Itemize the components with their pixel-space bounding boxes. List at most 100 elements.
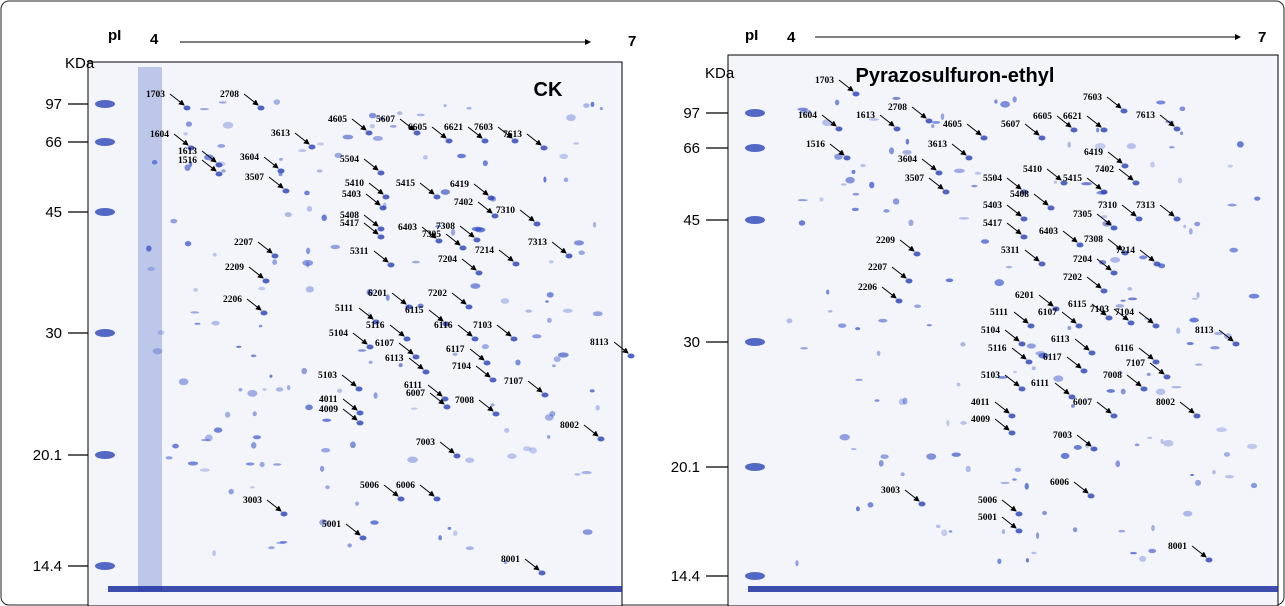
- protein-spot: [298, 149, 307, 153]
- spot-label: 2209: [876, 236, 895, 246]
- protein-spot: [1163, 439, 1174, 447]
- protein-spot: [553, 356, 561, 363]
- protein-spot: [466, 106, 472, 110]
- protein-spot: [1177, 177, 1183, 184]
- spot-arrow: [268, 176, 284, 189]
- protein-spot: [200, 438, 211, 442]
- protein-spot: [286, 385, 291, 391]
- protein-spot: [855, 378, 863, 381]
- spot-label: 7008: [455, 396, 474, 406]
- protein-spot: [965, 465, 971, 473]
- spot-arrow: [461, 258, 477, 271]
- protein-spot: [545, 300, 549, 303]
- spot: [1152, 359, 1160, 365]
- protein-spot: [1229, 247, 1239, 253]
- protein-spot: [1151, 525, 1155, 532]
- spot: [935, 170, 943, 176]
- spot-label: 3507: [245, 173, 264, 183]
- protein-spot: [1196, 291, 1200, 299]
- spot-arrow: [257, 241, 273, 254]
- spot-label: 1703: [146, 90, 165, 100]
- spot-label: 4009: [319, 405, 338, 415]
- spot-label: 1516: [806, 140, 825, 150]
- protein-spot: [1073, 444, 1082, 450]
- spot-label: 4605: [328, 115, 347, 125]
- spot-arrow: [891, 266, 907, 279]
- spot: [1153, 261, 1161, 267]
- spot: [441, 396, 449, 402]
- spot-arrow: [294, 132, 310, 145]
- spot-label: 6007: [406, 389, 425, 399]
- spot-arrow: [383, 484, 399, 497]
- protein-spot: [1118, 529, 1126, 533]
- spot: [1110, 225, 1118, 231]
- spot-label: 6201: [1015, 291, 1034, 301]
- protein-spot: [212, 252, 217, 257]
- pi-label: pI: [108, 27, 121, 44]
- spot-arrow: [1096, 213, 1112, 226]
- mw-marker-label: 20.1: [671, 459, 700, 476]
- protein-spot: [898, 398, 905, 406]
- protein-spot: [797, 107, 808, 111]
- spot: [1018, 341, 1026, 347]
- protein-spot: [190, 311, 200, 314]
- protein-spot: [525, 309, 532, 313]
- protein-spot: [822, 119, 833, 127]
- spot-arrow: [1062, 230, 1078, 243]
- protein-spot: [273, 463, 282, 466]
- spot: [481, 138, 489, 144]
- spot-label: 5408: [340, 211, 359, 221]
- protein-spot: [342, 134, 354, 140]
- protein-spot: [1236, 141, 1244, 148]
- spot-label: 5001: [978, 513, 997, 523]
- spot-label: 3613: [928, 140, 947, 150]
- spot-label: 6605: [408, 123, 427, 133]
- spot-arrow: [1054, 382, 1070, 395]
- spot-arrow: [1191, 545, 1207, 558]
- protein-spot: [1081, 182, 1092, 186]
- spot-label: 5403: [983, 201, 1002, 211]
- protein-spot: [1005, 265, 1013, 269]
- protein-spot: [800, 109, 812, 114]
- spot-arrow: [363, 158, 379, 171]
- protein-spot: [224, 411, 231, 418]
- protein-spot: [980, 239, 990, 244]
- protein-spot: [1148, 548, 1157, 554]
- spot-arrow: [1006, 222, 1022, 235]
- protein-spot: [902, 149, 912, 155]
- spot-arrow: [428, 309, 444, 322]
- protein-spot: [268, 546, 275, 550]
- protein-spot: [269, 374, 273, 378]
- protein-spot: [305, 404, 313, 411]
- protein-spot: [322, 418, 332, 422]
- spot-label: 5311: [1001, 246, 1020, 256]
- protein-spot: [146, 245, 152, 252]
- protein-spot: [515, 359, 521, 366]
- spot: [1152, 323, 1160, 329]
- spot-label: 6117: [446, 345, 465, 355]
- protein-spot: [874, 399, 880, 402]
- protein-spot: [926, 324, 933, 327]
- spot-arrow: [1118, 168, 1134, 181]
- spot-label: 7214: [475, 246, 494, 256]
- spot-arrow: [419, 484, 435, 497]
- protein-spot: [1190, 473, 1194, 476]
- protein-spot: [1115, 304, 1125, 308]
- spot-arrow: [1218, 329, 1234, 342]
- protein-spot: [951, 452, 961, 457]
- spot: [308, 144, 316, 150]
- protein-spot: [1213, 331, 1224, 336]
- spot-arrow: [921, 158, 937, 171]
- protein-spot: [869, 181, 875, 189]
- protein-spot: [1212, 469, 1216, 475]
- spot: [1088, 350, 1096, 356]
- protein-spot: [953, 168, 965, 174]
- protein-spot: [213, 427, 223, 433]
- spot-arrow: [497, 126, 513, 139]
- spot-arrow: [439, 441, 455, 454]
- protein-spot: [827, 310, 833, 313]
- spot-arrow: [368, 182, 384, 195]
- protein-spot: [958, 216, 970, 220]
- spot-label: 7402: [1095, 165, 1114, 175]
- protein-spot: [1194, 221, 1201, 227]
